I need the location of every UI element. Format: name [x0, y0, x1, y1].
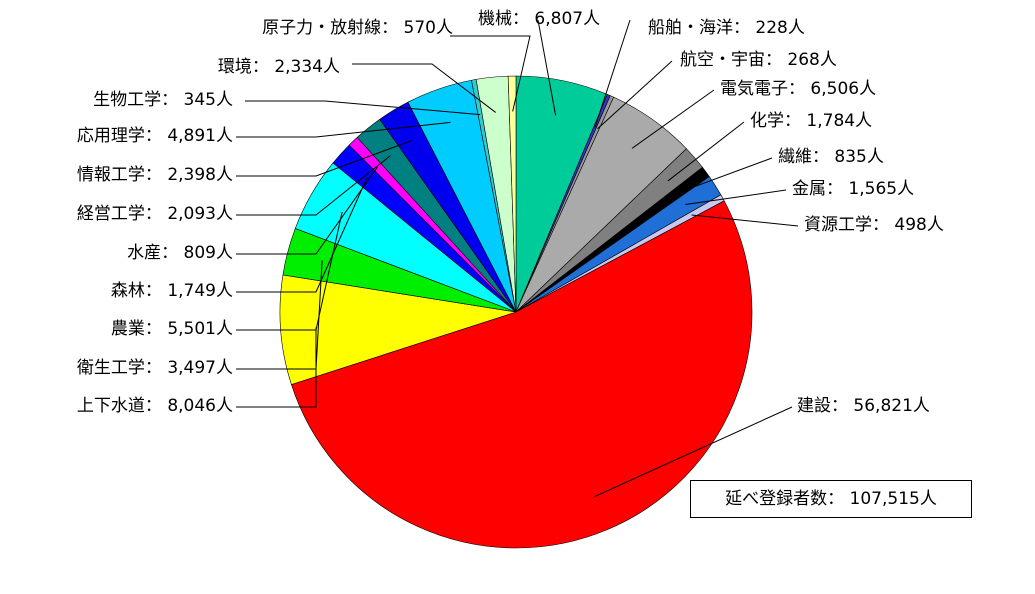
leader-line-18: [352, 63, 496, 113]
data-label-1: 船舶・海洋： 228人: [648, 18, 805, 38]
leader-line-8: [594, 406, 793, 498]
data-label-9: 上下水道： 8,046人: [77, 396, 233, 416]
leader-line-13: [236, 166, 378, 255]
leader-line-16: [236, 121, 451, 138]
leader-line-4: [667, 121, 745, 182]
leader-line-2: [597, 60, 673, 130]
leader-line-3: [631, 89, 715, 149]
data-label-0: 機械： 6,807人: [478, 9, 600, 29]
leader-line-9: [236, 327, 317, 408]
leader-line-5: [677, 157, 773, 194]
data-label-13: 水産： 809人: [127, 243, 233, 263]
total-registrants-box: 延べ登録者数： 107,515人: [690, 480, 972, 518]
leader-line-10: [236, 260, 323, 370]
leader-line-1: [594, 19, 631, 128]
leader-lines: [236, 19, 799, 498]
data-label-18: 環境： 2,334人: [218, 57, 340, 77]
data-label-15: 情報工学： 2,398人: [77, 165, 233, 185]
leader-line-11: [236, 211, 343, 331]
slice-19: [507, 75, 517, 313]
data-label-2: 航空・宇宙： 268人: [680, 50, 837, 70]
data-label-4: 化学： 1,784人: [750, 111, 872, 131]
data-label-10: 衛生工学： 3,497人: [77, 358, 233, 378]
data-label-3: 電気電子： 6,506人: [720, 79, 876, 99]
leader-line-6: [685, 189, 787, 206]
pie-slices: [279, 75, 753, 549]
data-label-12: 森林： 1,749人: [111, 281, 233, 301]
data-label-5: 繊維： 835人: [778, 147, 884, 167]
slice-8: [291, 200, 753, 549]
leader-line-17: [245, 100, 481, 116]
data-label-19: 原子力・放射線： 570人: [262, 18, 453, 38]
data-label-11: 農業： 5,501人: [111, 319, 233, 339]
data-label-17: 生物工学： 345人: [93, 90, 233, 110]
leader-line-19: [450, 35, 531, 112]
data-label-7: 資源工学： 498人: [804, 215, 944, 235]
data-label-6: 金属： 1,565人: [792, 179, 914, 199]
leader-line-0: [537, 19, 557, 116]
leader-line-12: [236, 177, 368, 293]
total-label: 延べ登録者数：: [725, 489, 845, 509]
data-label-16: 応用理学： 4,891人: [77, 126, 233, 146]
data-label-8: 建設： 56,821人: [797, 396, 930, 416]
data-label-14: 経営工学： 2,093人: [77, 204, 233, 224]
leader-line-15: [236, 140, 413, 177]
total-value: 107,515人: [849, 489, 937, 509]
leader-line-7: [691, 214, 799, 227]
leader-line-14: [236, 155, 391, 216]
